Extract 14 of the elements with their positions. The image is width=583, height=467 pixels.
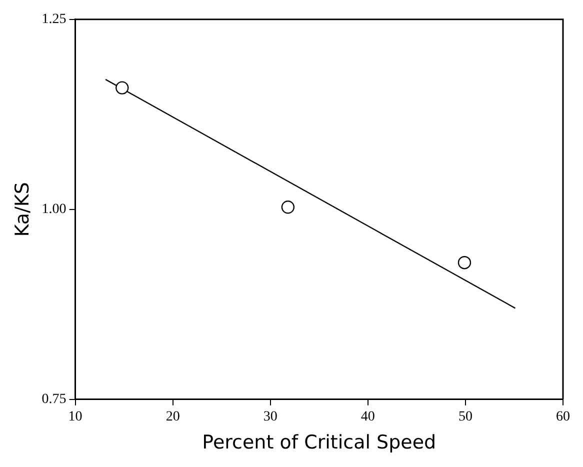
y-tick-label: 1.00 (42, 202, 66, 218)
y-axis-title: Ka/KS (11, 182, 34, 237)
y-tick-label: 0.75 (42, 392, 66, 408)
x-tick-label: 60 (556, 409, 570, 424)
point (116, 81, 129, 94)
x-tick-label: 30 (263, 409, 278, 424)
x-tick-label: 10 (68, 409, 82, 424)
point (458, 256, 472, 270)
x-tick-label: 50 (458, 409, 472, 424)
x-axis-title: Percent of Critical Speed (202, 432, 436, 454)
point (281, 200, 295, 214)
x-tick-label: 20 (166, 409, 180, 424)
y-tick-label: 1.25 (42, 12, 66, 28)
x-tick-label: 40 (360, 409, 375, 424)
